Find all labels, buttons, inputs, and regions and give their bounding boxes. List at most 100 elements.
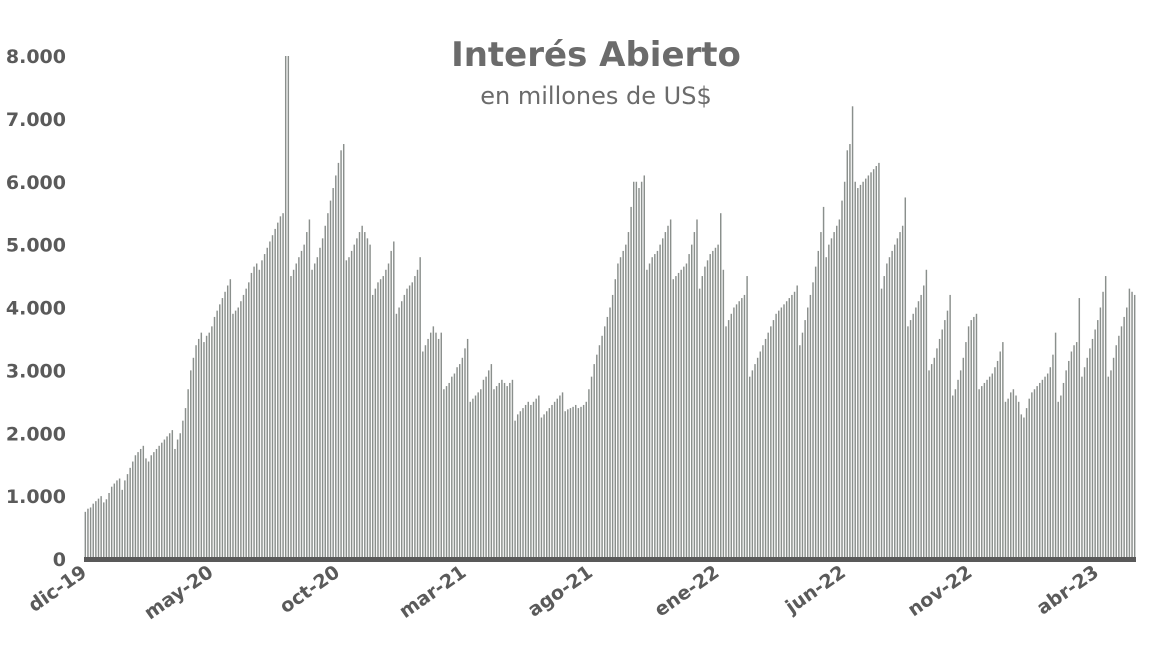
bar (342, 144, 345, 559)
bar (445, 386, 448, 559)
bar (490, 364, 493, 559)
bar (176, 439, 179, 559)
bar (424, 345, 427, 559)
bar (287, 56, 290, 559)
chart-title: Interés Abierto (451, 35, 741, 75)
bar (638, 188, 640, 560)
bar (561, 392, 564, 559)
bar (472, 398, 474, 559)
bar (988, 376, 991, 559)
bar (1075, 342, 1078, 559)
bar (485, 376, 487, 559)
bar (324, 225, 326, 559)
bar (1036, 386, 1038, 559)
bar (129, 467, 131, 559)
bar (880, 288, 883, 559)
bar (311, 269, 313, 559)
bar (461, 357, 464, 559)
bar (158, 445, 160, 559)
bar (371, 294, 374, 559)
bar (720, 213, 722, 559)
bar (954, 389, 957, 559)
bar (585, 401, 587, 559)
bar (163, 439, 166, 559)
bar (229, 279, 232, 559)
bar (353, 244, 355, 560)
bar (714, 247, 717, 559)
bar (540, 417, 543, 559)
bar (952, 395, 954, 559)
bar (466, 338, 469, 559)
bar (219, 304, 221, 559)
bar (1031, 392, 1033, 559)
bar (957, 379, 959, 559)
bar (783, 304, 785, 559)
bar (277, 222, 279, 559)
bar (959, 370, 962, 560)
bar (709, 254, 711, 559)
bar (865, 178, 867, 560)
bar (364, 232, 366, 560)
bar (200, 332, 203, 559)
x-tick-label: ene-22 (650, 561, 723, 621)
bar (263, 254, 266, 559)
bar (271, 235, 274, 559)
y-tick-label: 0 (53, 549, 66, 571)
bar (556, 398, 558, 559)
bar (1044, 376, 1046, 559)
bar (527, 401, 529, 559)
bar (754, 364, 756, 559)
bar (588, 389, 590, 559)
x-axis-line (84, 557, 1136, 562)
x-axis-ticks: dic-19 may-20 oct-20 mar-21 ago-21 ene-22 jun-… (24, 561, 1102, 624)
bar (1015, 395, 1017, 559)
bar (986, 379, 988, 559)
y-tick-label: 1.000 (6, 486, 66, 508)
bar (192, 357, 195, 559)
bar (224, 291, 226, 559)
bar (751, 370, 754, 560)
bar (84, 511, 87, 559)
bar (767, 332, 769, 559)
bar (437, 338, 440, 559)
bar (155, 448, 158, 559)
bar (435, 332, 437, 559)
bar (572, 406, 574, 559)
bar (390, 250, 392, 559)
bar (822, 206, 825, 559)
bar (474, 395, 477, 559)
bar (543, 414, 545, 559)
bar (804, 320, 806, 559)
bar (300, 250, 303, 559)
y-tick-label: 4.000 (6, 298, 66, 320)
bar (458, 364, 461, 559)
bar (453, 373, 456, 559)
bar (717, 244, 719, 560)
bar (888, 257, 891, 559)
bar (153, 452, 155, 559)
bar (92, 503, 94, 559)
bar (762, 345, 764, 559)
bar (680, 269, 682, 559)
bar (896, 238, 899, 559)
bar (113, 483, 116, 559)
bar (132, 461, 134, 559)
bar (1089, 348, 1091, 559)
bar (1073, 345, 1075, 559)
bar (973, 316, 975, 559)
bar (825, 257, 827, 559)
bar (329, 200, 332, 560)
bar (967, 326, 970, 559)
bar (250, 272, 253, 559)
bar (356, 238, 358, 559)
bar (150, 455, 152, 559)
bar (867, 175, 870, 559)
bar (1041, 379, 1044, 559)
bar (1078, 298, 1081, 559)
bar (983, 382, 986, 559)
bar (646, 269, 648, 559)
bar (427, 338, 429, 559)
bar (197, 338, 200, 559)
bar (756, 357, 759, 559)
bar (408, 285, 411, 559)
